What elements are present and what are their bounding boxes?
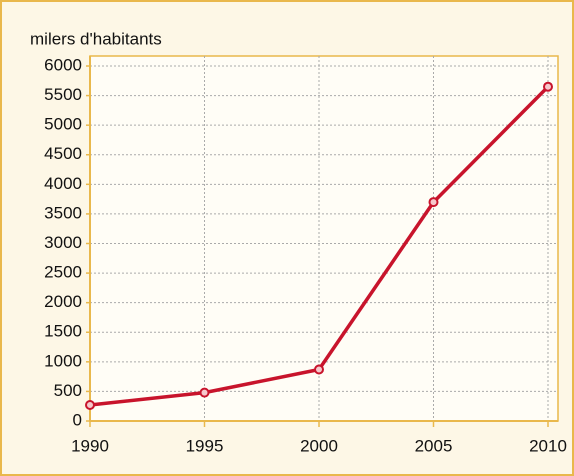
y-tick-label: 3500 [44,203,82,222]
y-tick-label: 1500 [44,322,82,341]
y-tick-label: 4500 [44,144,82,163]
y-tick-label: 5500 [44,85,82,104]
x-tick-label: 2010 [529,436,567,455]
y-tick-label: 5000 [44,115,82,134]
y-tick-label: 3000 [44,233,82,252]
x-tick-label: 1995 [186,436,224,455]
marker [85,400,95,411]
y-tick-label: 1000 [44,351,82,370]
y-tick-label: 4000 [44,174,82,193]
y-tick-label: 6000 [44,55,82,74]
marker [199,387,210,398]
marker [314,364,324,375]
y-tick-label: 2000 [44,292,82,311]
marker [543,81,553,92]
x-tick-label: 2000 [300,436,338,455]
y-tick-label: 2500 [44,263,82,282]
x-tick-label: 2005 [415,436,453,455]
y-axis-label: milers d'habitants [30,29,162,48]
plot-area [89,55,559,422]
x-tick-label: 1990 [71,436,109,455]
marker [428,197,439,208]
y-tick-label: 500 [54,381,82,400]
y-tick-label: 0 [73,410,82,429]
